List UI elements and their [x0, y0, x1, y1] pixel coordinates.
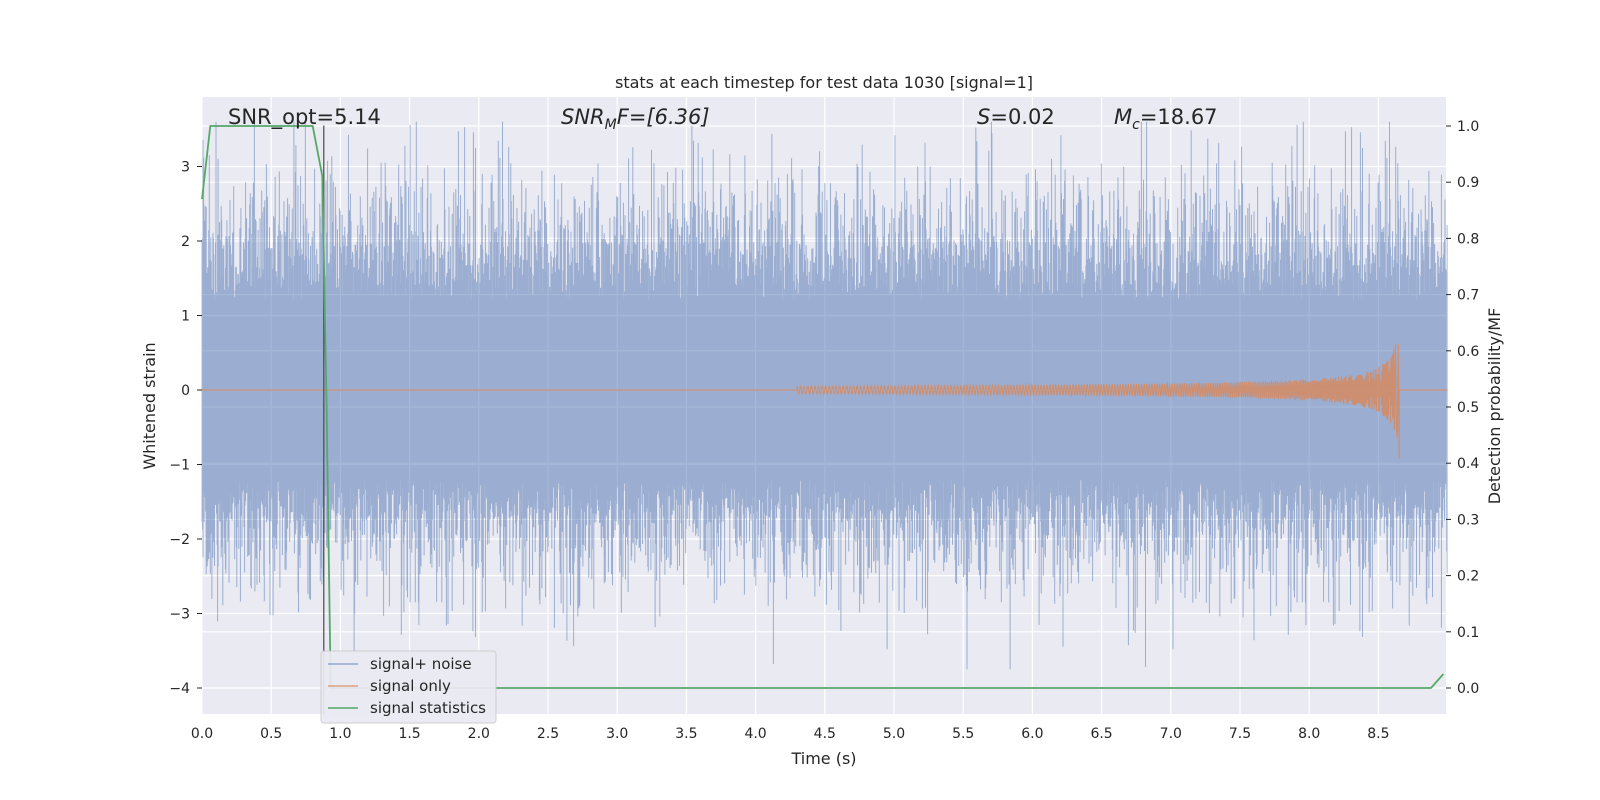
- y-axis-label-left: Whitened strain: [140, 342, 159, 469]
- legend-label-signal-only: signal only: [370, 677, 451, 695]
- x-tick-label: 7.0: [1160, 726, 1182, 742]
- annotation-s-prefix: S: [977, 105, 990, 129]
- annotation-snr-mf: SNRMF=[6.36]: [561, 105, 710, 133]
- y-tick-label-right: 0.7: [1457, 288, 1479, 304]
- y-tick-label-right: 0.9: [1457, 175, 1479, 191]
- left-axis-ticks: −4 −3 −2 −1 0 1 2 3: [169, 160, 202, 697]
- y-tick-label-right: 0.0: [1457, 681, 1479, 697]
- x-tick-label: 3.5: [675, 726, 697, 742]
- y-tick-label-right: 0.4: [1457, 456, 1479, 472]
- x-tick-label: 8.5: [1367, 726, 1389, 742]
- right-axis-ticks: 0.0 0.1 0.2 0.3 0.4 0.5 0.6 0.7 0.8 0.9 1.0: [1446, 119, 1479, 697]
- x-tick-label: 0.5: [260, 726, 282, 742]
- y-tick-label-left: −1: [169, 458, 190, 474]
- y-tick-label-right: 0.6: [1457, 344, 1479, 360]
- y-tick-label-left: 1: [181, 309, 190, 325]
- y-tick-label-left: 0: [181, 383, 190, 399]
- x-tick-label: 2.5: [537, 726, 559, 742]
- legend-label-signal-statistics: signal statistics: [370, 699, 486, 717]
- y-tick-label-left: 2: [181, 234, 190, 250]
- x-tick-label: 5.5: [952, 726, 974, 742]
- y-tick-label-right: 0.1: [1457, 625, 1479, 641]
- legend-box: [320, 650, 497, 724]
- x-tick-label: 3.0: [606, 726, 628, 742]
- y-tick-label-right: 0.2: [1457, 569, 1479, 585]
- y-tick-label-right: 0.3: [1457, 512, 1479, 528]
- x-tick-label: 0.0: [191, 726, 213, 742]
- x-tick-label: 6.5: [1090, 726, 1112, 742]
- annotation-s-suffix: =0.02: [990, 105, 1054, 129]
- annotation-mc-prefix: M: [1114, 105, 1132, 129]
- annotation-mc-suffix: =18.67: [1140, 105, 1218, 129]
- x-tick-label: 8.0: [1298, 726, 1320, 742]
- y-axis-label-right: Detection probability/MF: [1485, 308, 1504, 505]
- x-tick-label: 1.5: [398, 726, 420, 742]
- y-tick-label-left: −2: [169, 532, 190, 548]
- y-tick-label-right: 0.5: [1457, 400, 1479, 416]
- x-tick-label: 2.0: [468, 726, 490, 742]
- x-tick-label: 1.0: [329, 726, 351, 742]
- series-signal-only: [202, 343, 1448, 459]
- x-axis-ticks: 0.0 0.5 1.0 1.5 2.0 2.5 3.0 3.5 4.0 4.5 5.0 5.5 6.0 6…: [191, 726, 1390, 742]
- annotation-snr-mf-sub: M: [605, 117, 617, 133]
- legend: signal+ noise signal only signal statist…: [320, 650, 497, 724]
- annotation-mc-sub: c: [1132, 117, 1140, 133]
- annotation-snr-opt: SNR_opt=5.14: [228, 105, 381, 130]
- y-tick-label-left: −3: [169, 607, 190, 623]
- x-axis-label: Time (s): [790, 749, 856, 768]
- legend-label-signal-noise: signal+ noise: [370, 655, 472, 673]
- annotation-snr-mf-prefix: SNR: [561, 105, 605, 129]
- x-tick-label: 6.0: [1021, 726, 1043, 742]
- x-tick-label: 4.0: [744, 726, 766, 742]
- annotation-snr-mf-suffix: F=[6.36]: [617, 105, 710, 129]
- x-tick-label: 4.5: [814, 726, 836, 742]
- y-tick-label-right: 1.0: [1457, 119, 1479, 135]
- y-tick-label-left: 3: [181, 160, 190, 176]
- y-tick-label-right: 0.8: [1457, 231, 1479, 247]
- x-tick-label: 7.5: [1229, 726, 1251, 742]
- x-tick-label: 5.0: [883, 726, 905, 742]
- annotation-s: S=0.02: [977, 105, 1055, 129]
- annotation-mc: Mc=18.67: [1114, 105, 1218, 133]
- chart-title: stats at each timestep for test data 103…: [615, 73, 1033, 92]
- y-tick-label-left: −4: [169, 681, 190, 697]
